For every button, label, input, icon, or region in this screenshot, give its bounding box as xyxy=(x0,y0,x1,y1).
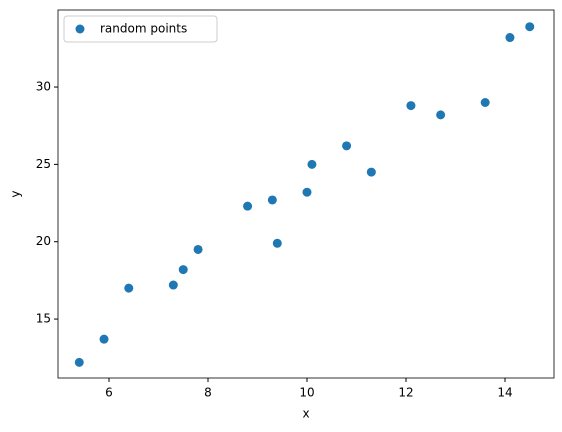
point xyxy=(366,167,376,177)
point xyxy=(74,357,84,367)
plot-frame xyxy=(57,9,555,379)
point xyxy=(267,195,277,205)
point xyxy=(307,159,317,169)
x-tick-label: 8 xyxy=(204,386,212,400)
x-axis-label: x xyxy=(302,407,309,421)
point xyxy=(436,110,446,120)
point xyxy=(342,141,352,151)
y-tick-label: 25 xyxy=(36,157,51,171)
point xyxy=(124,283,134,293)
x-tick-label: 12 xyxy=(398,386,413,400)
y-axis-label: y xyxy=(9,190,23,197)
y-tick-label: 30 xyxy=(36,80,51,94)
point xyxy=(302,187,312,197)
x-tick-label: 6 xyxy=(105,386,113,400)
x-tick-label: 14 xyxy=(497,386,512,400)
point xyxy=(168,280,178,290)
point xyxy=(243,201,253,211)
x-tick-label: 10 xyxy=(299,386,314,400)
point xyxy=(406,101,416,111)
y-tick-label: 20 xyxy=(36,234,51,248)
point xyxy=(480,98,490,108)
legend-box xyxy=(63,15,218,43)
legend-marker xyxy=(75,24,85,34)
y-tick-label: 15 xyxy=(36,312,51,326)
point xyxy=(525,22,535,32)
point xyxy=(272,238,282,248)
legend-label: random points xyxy=(100,22,187,36)
point xyxy=(193,244,203,254)
point xyxy=(178,265,188,275)
point xyxy=(99,334,109,344)
point xyxy=(505,33,515,43)
